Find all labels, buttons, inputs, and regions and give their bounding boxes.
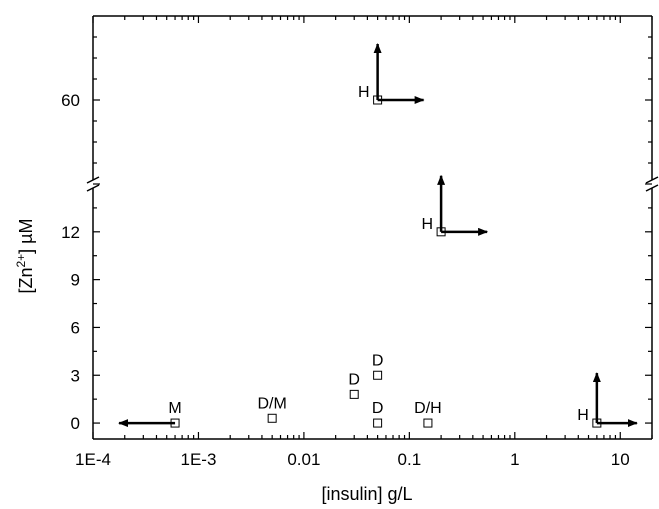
data-point-marker [373,370,383,380]
y-axis-title: [Zn2+] µM [14,218,36,293]
axis-break-mark [86,184,100,192]
x-tick-label: 1E-4 [75,450,111,469]
data-point-group: D [372,400,384,428]
data-point-marker [373,418,383,428]
data-point-label: D [348,371,360,388]
data-point-group: D [372,352,384,380]
x-tick-label: 10 [611,450,630,469]
data-point-label: H [358,84,370,101]
x-tick-label: 1 [510,450,519,469]
y-axis-title-post: ] µM [16,218,36,253]
data-point-label: H [422,216,434,233]
axis-break-mark [645,176,659,184]
y-tick-label: 6 [71,318,80,337]
data-point-group: D/H [414,400,442,428]
data-point-label: D [372,400,384,417]
data-point-group: D [348,371,360,399]
data-point-marker [423,418,433,428]
data-point-group: H [358,43,425,105]
data-point-label: D [372,352,384,369]
x-tick-label: 1E-3 [180,450,216,469]
y-tick-label: 12 [61,223,80,242]
data-point-label: D/H [414,400,442,417]
y-axis-title-pre: [Zn [16,268,36,294]
x-tick-label: 0.01 [287,450,320,469]
data-point-marker [267,413,277,423]
axis-break-mark [86,176,100,184]
data-point-group: M [118,400,182,428]
data-point-label: M [168,400,181,417]
y-tick-label: 0 [71,414,80,433]
data-point-label: D/M [257,395,286,412]
y-tick-label: 60 [61,91,80,110]
data-point-group: H [422,174,489,237]
data-point-label: H [577,407,589,424]
axis-break-mark [645,184,659,192]
x-tick-label: 0.1 [398,450,422,469]
data-point-group: D/M [257,395,287,423]
x-axis-title: [insulin] g/L [321,484,412,504]
data-point-marker [349,389,359,399]
plot-frame [86,15,659,440]
x-axis-ticks: 1E-4 1E-3 0.01 0.1 1 10 [75,16,653,469]
y-axis-title-sup: 2+ [14,254,28,268]
y-tick-label: 9 [71,271,80,290]
data-point-group: H [577,372,638,428]
y-axis-ticks: 0 3 6 9 12 60 [61,36,652,433]
y-tick-label: 3 [71,366,80,385]
